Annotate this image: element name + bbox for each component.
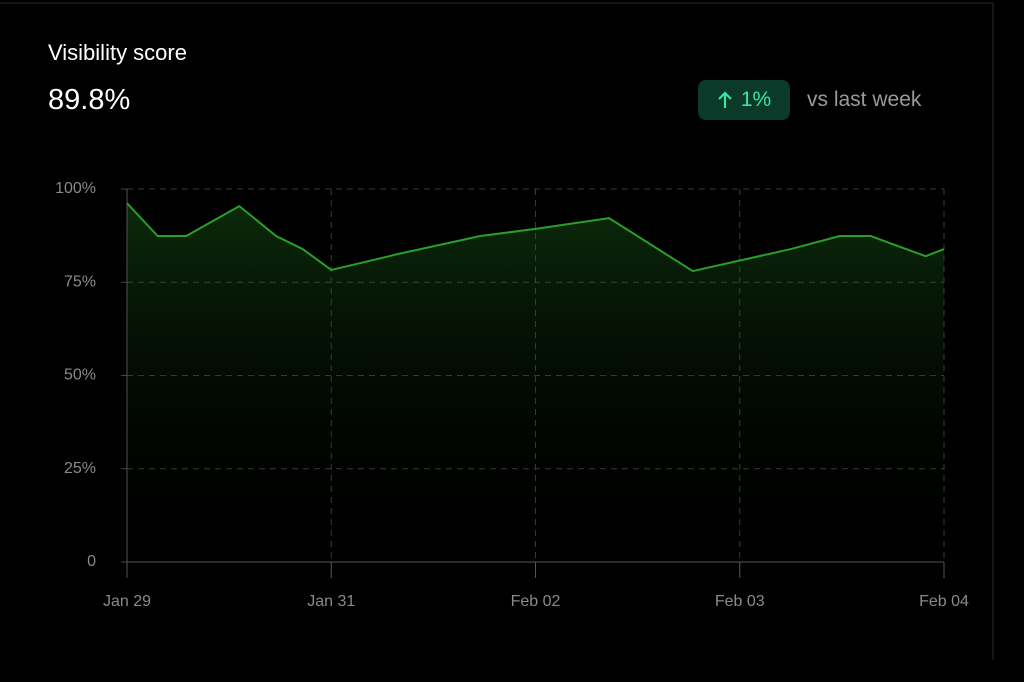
y-tick-label: 0	[87, 553, 96, 570]
card-title: Visibility score	[48, 40, 187, 65]
x-tick-label: Jan 29	[103, 593, 151, 610]
line	[126, 202, 945, 273]
x-tick-label: Feb 04	[919, 593, 969, 610]
y-tick-label: 100%	[55, 180, 96, 197]
score-value: 89.8%	[48, 84, 131, 116]
change-value: 1%	[740, 88, 772, 111]
x-tick-label: Feb 02	[511, 593, 561, 610]
area-fill	[127, 203, 944, 562]
comparison-label: vs last week	[807, 88, 922, 111]
y-tick-label: 75%	[64, 273, 96, 290]
y-tick-label: 50%	[64, 367, 96, 384]
change-badge: 1%	[698, 80, 790, 120]
y-tick-label: 25%	[64, 460, 96, 477]
arrow-up-icon	[718, 91, 732, 108]
x-tick-label: Jan 31	[307, 593, 355, 610]
x-tick-label: Feb 03	[715, 593, 765, 610]
